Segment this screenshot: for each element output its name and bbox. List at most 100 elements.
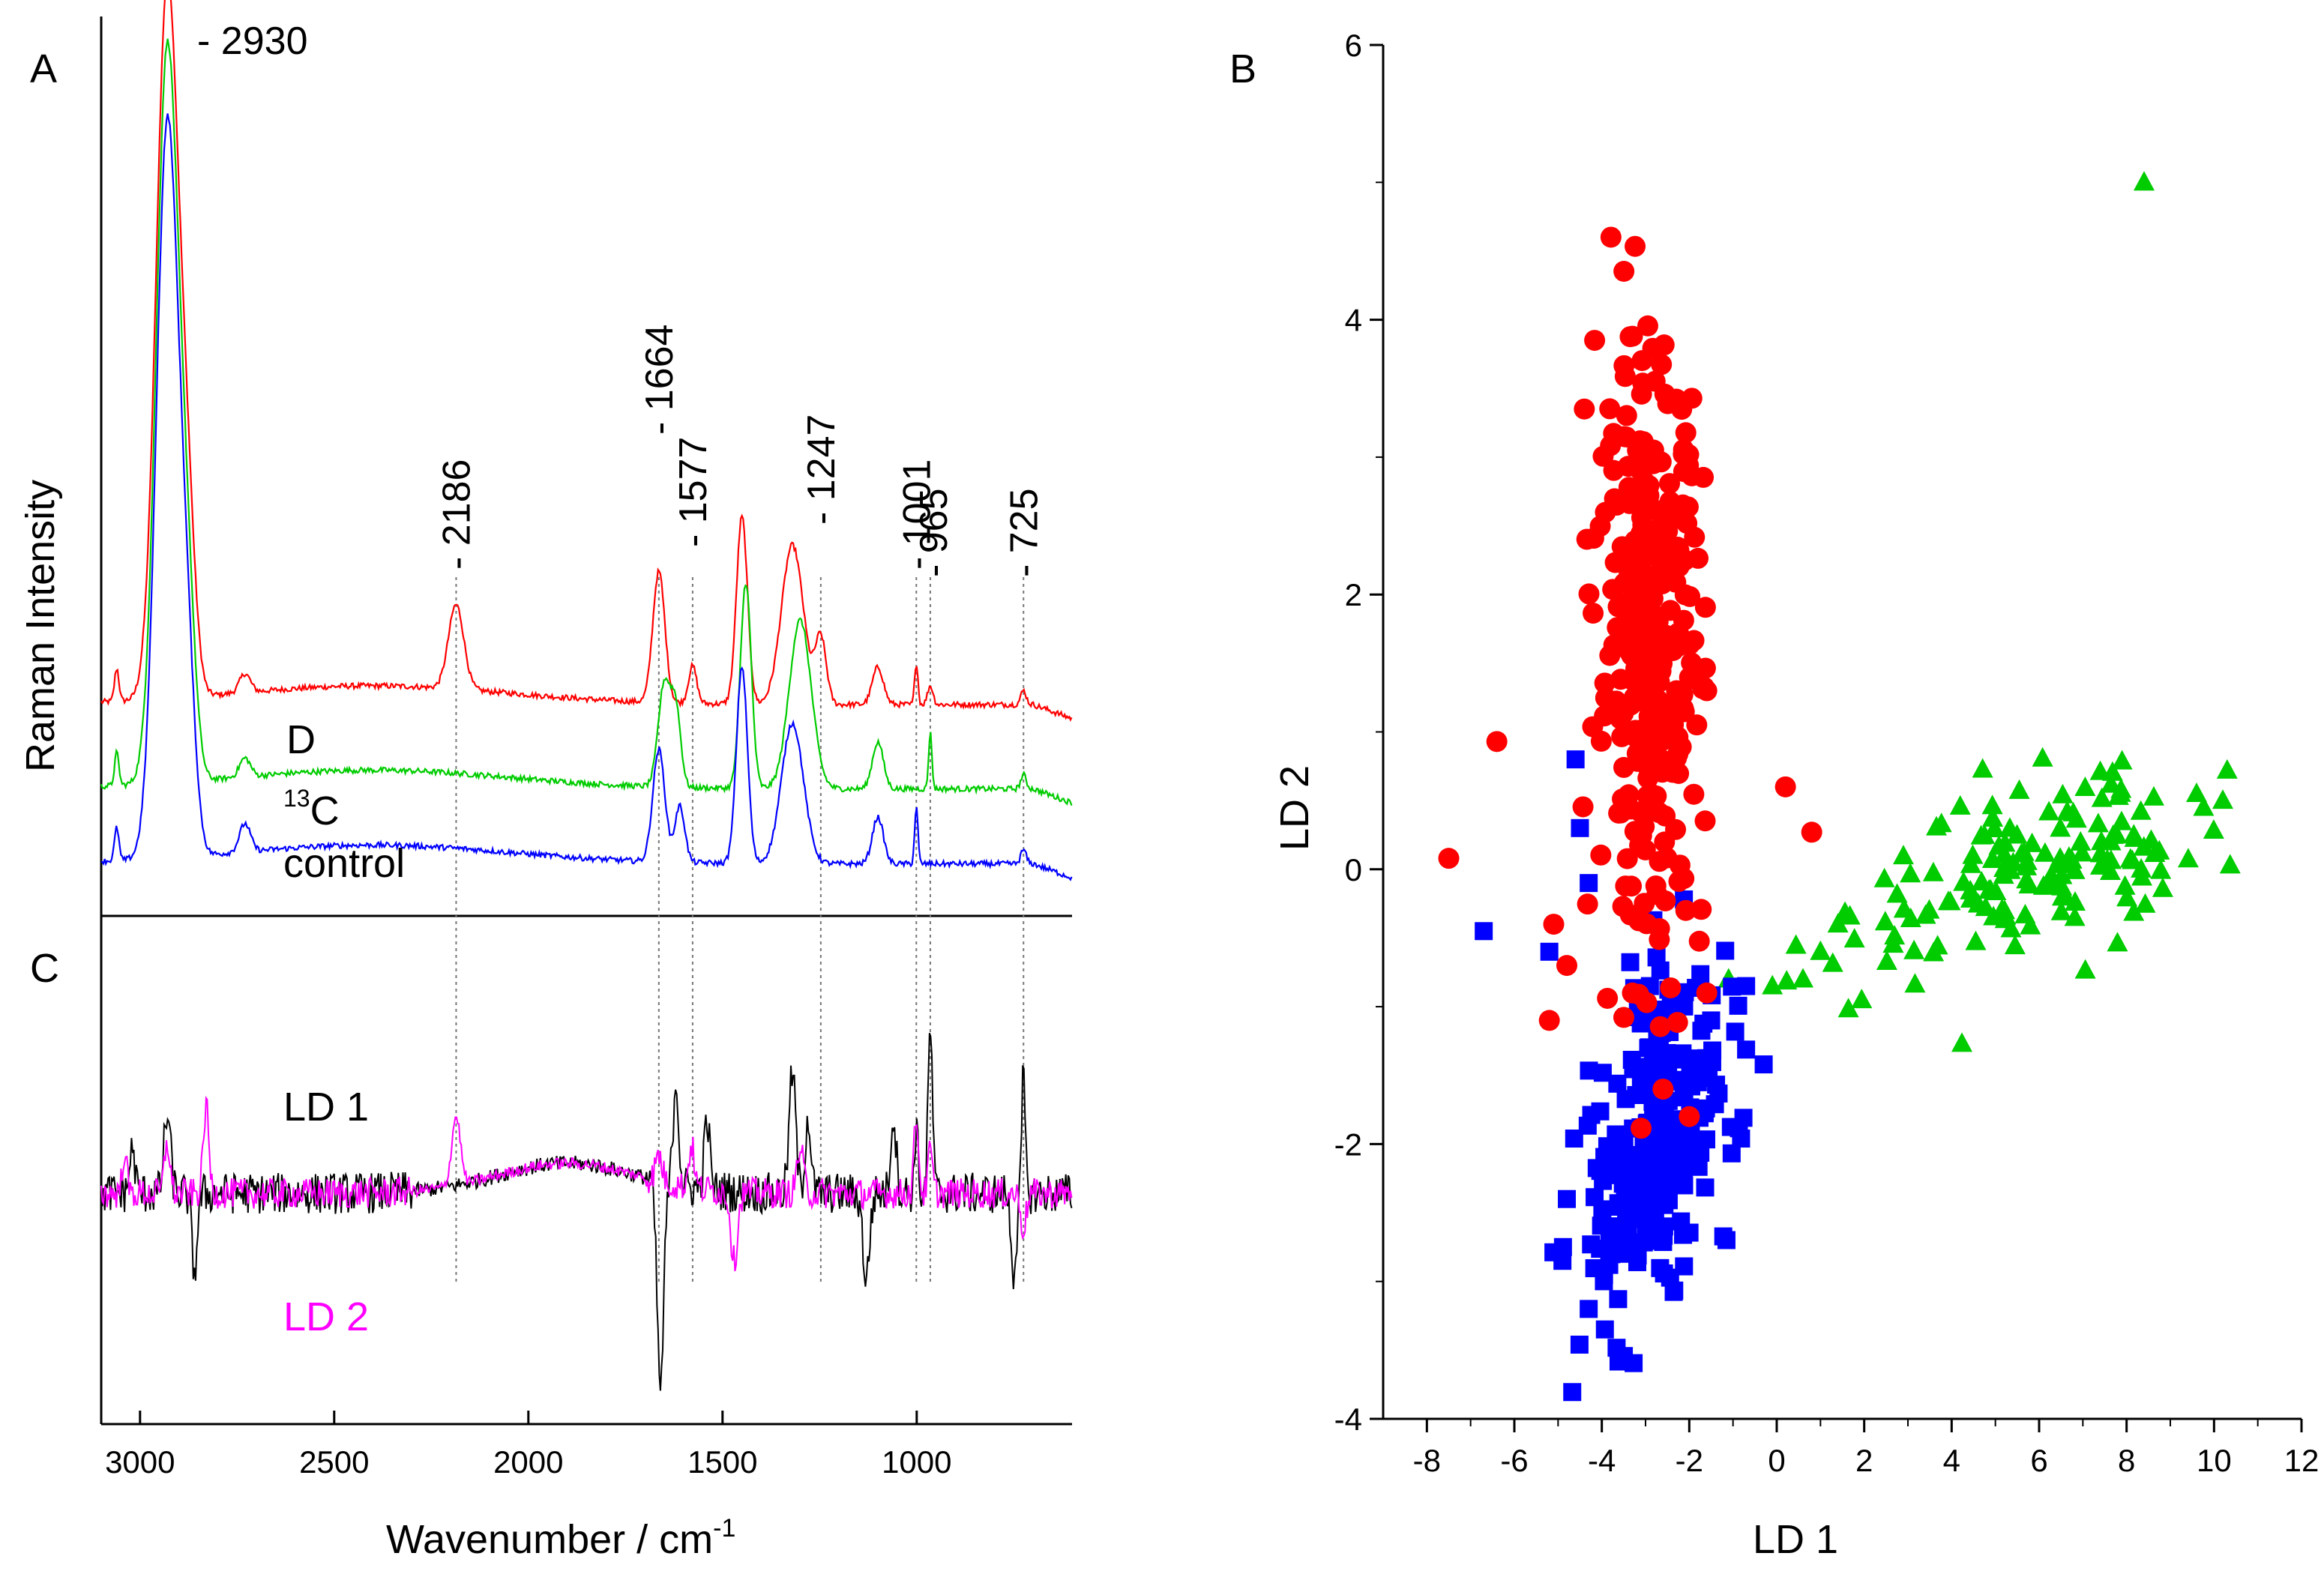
point-13c	[1995, 905, 2017, 925]
point-13c	[2070, 830, 2092, 851]
point-d	[1652, 1079, 1674, 1100]
curve-label-ld2: LD 2	[283, 1294, 369, 1339]
peak-labels: - 2930 - 2186 - 1664- 1577 - 1247 - 1001- 96…	[197, 19, 1046, 577]
point-13c	[2186, 782, 2207, 802]
point-d	[1604, 552, 1626, 573]
point-d	[1649, 1016, 1671, 1037]
point-control	[1658, 1174, 1676, 1192]
point-13c	[2111, 750, 2133, 770]
point-13c	[2004, 935, 2026, 955]
b-x-tick-label: -2	[1676, 1443, 1703, 1478]
point-control	[1716, 941, 1735, 960]
b-x-tick-label: 0	[1768, 1443, 1785, 1478]
point-control	[1675, 1176, 1694, 1195]
point-d	[1649, 929, 1670, 950]
point-d	[1619, 904, 1641, 926]
point-control	[1553, 1252, 1572, 1270]
point-d	[1673, 609, 1694, 631]
point-d	[1438, 848, 1460, 869]
point-d	[1646, 519, 1667, 541]
point-d	[1659, 473, 1681, 495]
point-d	[1629, 430, 1651, 452]
point-d	[1656, 847, 1678, 869]
point-13c	[2035, 875, 2057, 895]
point-control	[1666, 1129, 1685, 1148]
point-d	[1611, 726, 1633, 747]
point-13c	[2134, 893, 2156, 913]
point-control	[1646, 1201, 1664, 1219]
point-13c	[2124, 827, 2146, 847]
point-control	[1601, 1154, 1619, 1173]
point-d	[1600, 226, 1622, 248]
point-13c	[2149, 839, 2170, 860]
point-13c	[1900, 907, 1921, 927]
point-d	[1613, 756, 1635, 778]
point-control	[1475, 922, 1493, 941]
curve-label-control: control	[283, 841, 405, 886]
point-13c	[2123, 901, 2145, 921]
point-13c	[1962, 844, 1984, 864]
point-d	[1574, 398, 1595, 420]
point-control	[1570, 1335, 1589, 1354]
point-control	[1586, 1188, 1604, 1207]
point-d	[1649, 802, 1670, 824]
point-13c	[2050, 817, 2071, 837]
point-d	[1686, 714, 1708, 736]
x-axis-title-b: LD 1	[1753, 1517, 1838, 1562]
point-control	[1661, 1268, 1679, 1287]
point-13c	[2177, 848, 2199, 868]
point-13c	[1834, 901, 1856, 921]
point-d	[1696, 982, 1718, 1004]
point-13c	[1876, 950, 1897, 971]
point-d	[1631, 1118, 1652, 1139]
point-d	[1615, 612, 1637, 633]
x-tick-label: 2000	[493, 1444, 563, 1480]
point-13c	[1851, 989, 1873, 1009]
point-13c	[1926, 815, 1948, 836]
point-d	[1590, 844, 1612, 866]
b-y-tick-label: 4	[1345, 303, 1362, 338]
point-13c	[2074, 959, 2096, 979]
panel-a-label: A	[30, 46, 57, 91]
point-13c	[2034, 842, 2056, 862]
point-control	[1673, 1044, 1692, 1063]
point-control	[1696, 1178, 1715, 1197]
point-13c	[2008, 779, 2030, 799]
point-13c	[2051, 875, 2073, 896]
point-13c	[1762, 974, 1783, 995]
point-control	[1737, 1040, 1756, 1059]
point-d	[1642, 337, 1664, 359]
point-d	[1595, 501, 1616, 523]
panel-c-label: C	[30, 946, 59, 991]
point-control	[1592, 1216, 1610, 1235]
point-13c	[2087, 812, 2109, 833]
point-control	[1566, 750, 1585, 769]
point-13c	[2131, 866, 2153, 886]
point-13c	[2000, 917, 2022, 938]
point-d	[1660, 630, 1682, 651]
point-13c	[1810, 940, 1831, 960]
b-y-tick-label: 6	[1345, 28, 1362, 63]
point-control	[1640, 1038, 1658, 1057]
point-control	[1608, 1074, 1627, 1093]
peak-label: - 2930	[197, 19, 307, 63]
point-control	[1675, 1088, 1694, 1107]
point-d	[1676, 513, 1698, 534]
point-13c	[2152, 877, 2173, 897]
b-x-tick-label: -6	[1500, 1443, 1528, 1478]
point-d	[1694, 597, 1716, 618]
point-13c	[2052, 783, 2074, 803]
point-d	[1674, 549, 1696, 571]
point-d	[1622, 325, 1643, 347]
peak-label: - 965	[912, 488, 956, 577]
point-control	[1707, 1076, 1726, 1094]
point-control	[1627, 1085, 1646, 1104]
b-x-tick-label: 12	[2284, 1443, 2320, 1478]
panel-b: -8 -6 -4 -2 0 2 4 6 8 10 12 -4 -2 0 2 4 6 B LD 2 LD 1	[1229, 28, 2319, 1562]
point-13c	[2116, 887, 2138, 907]
point-d	[1694, 810, 1716, 832]
point-13c	[2091, 830, 2113, 851]
point-13c	[2051, 864, 2073, 884]
point-13c	[2032, 747, 2053, 767]
